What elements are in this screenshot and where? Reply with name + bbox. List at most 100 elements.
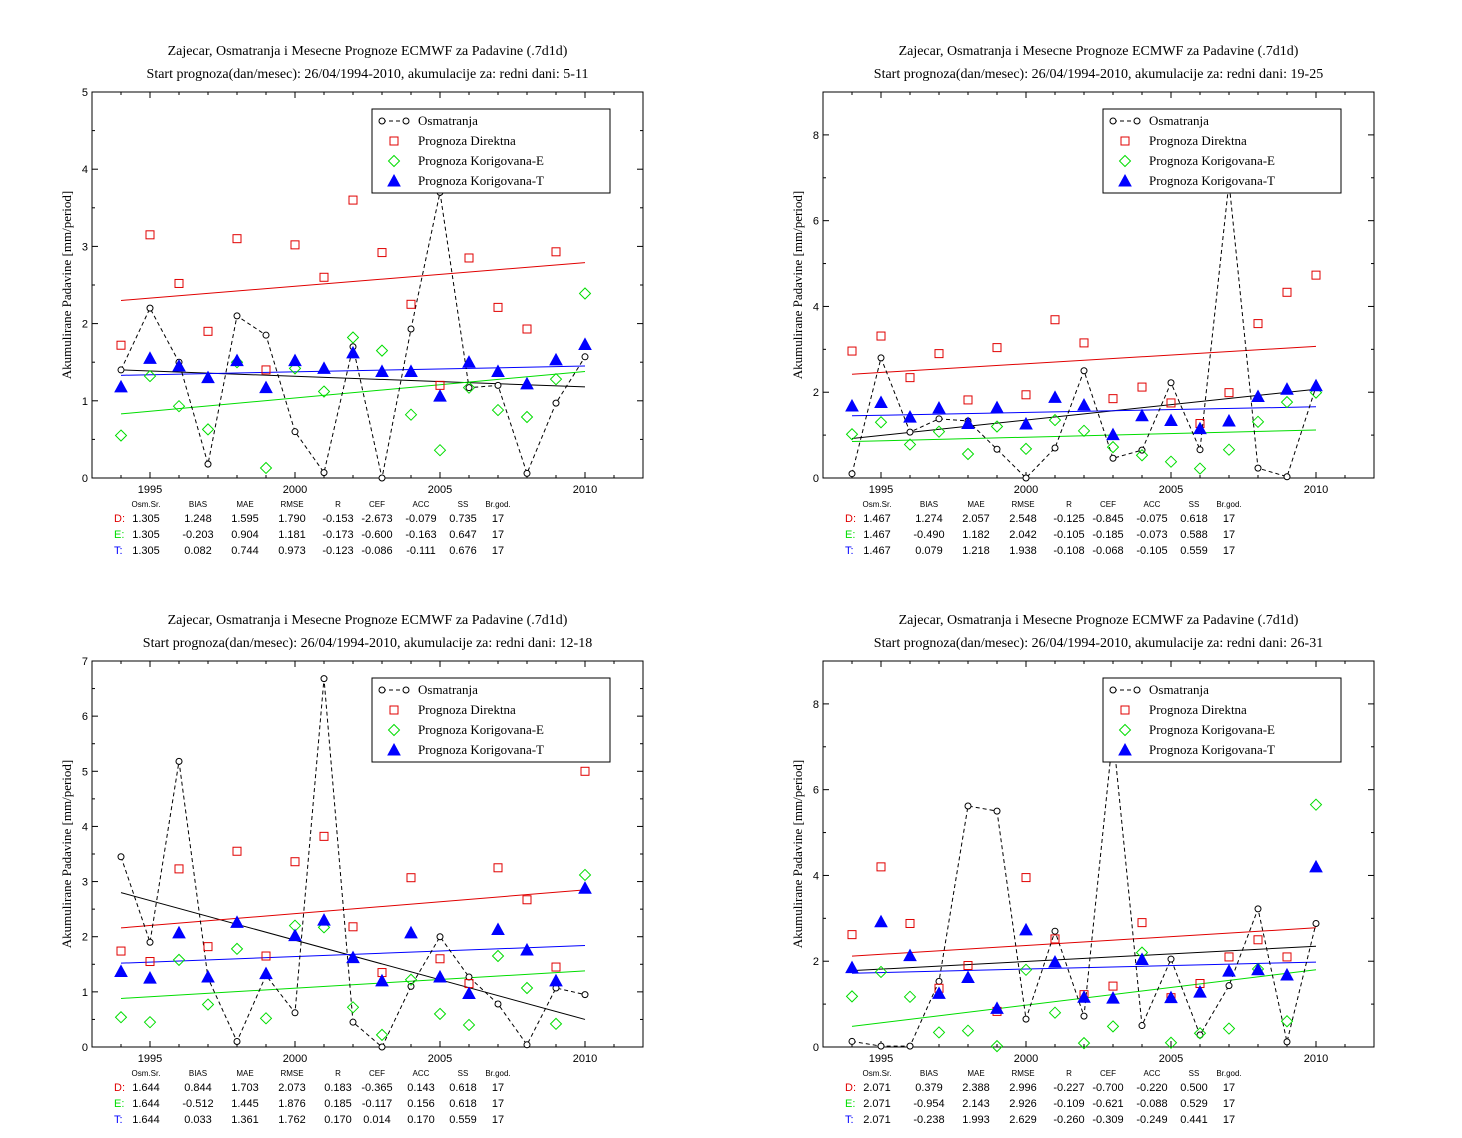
legend: Osmatranja Prognoza Direktna Prognoza Kori…	[1102, 677, 1342, 763]
direct-point	[1021, 873, 1031, 883]
stats-cell: 1.305	[132, 545, 160, 557]
obs-series-line	[120, 192, 586, 479]
x-tick-label: 2005	[428, 484, 452, 496]
stats-cell: -0.153	[322, 513, 353, 525]
corr-e-point	[1280, 395, 1294, 409]
stats-cell: 2.071	[863, 1114, 891, 1126]
chart-title: Zajecar, Osmatranja i Mesecne Prognoze E…	[168, 613, 568, 628]
corr-t-point	[990, 1001, 1004, 1014]
y-tick-label: 8	[813, 699, 819, 711]
stats-cell: 2.996	[1009, 1082, 1037, 1094]
obs-point	[1051, 444, 1059, 452]
corr-e-point	[230, 942, 244, 956]
stats-cell: 2.143	[962, 1098, 990, 1110]
corr-t-point	[172, 925, 186, 939]
stats-cell: 1.595	[231, 513, 259, 525]
direct-trend-line	[120, 889, 586, 929]
stats-row-label: D:	[114, 513, 125, 525]
corrT-series	[845, 378, 1323, 441]
stats-cell: 17	[1223, 529, 1235, 541]
obs-point	[1254, 905, 1262, 913]
chart-title: Zajecar, Osmatranja i Mesecne Prognoze E…	[899, 613, 1299, 628]
corr-e-point	[201, 998, 215, 1011]
direct-point	[174, 278, 184, 288]
stats-cell: -0.954	[913, 1098, 944, 1110]
direct-point	[847, 346, 857, 356]
stats-header: BIAS	[189, 500, 207, 509]
direct-point	[145, 230, 155, 240]
corr-t-point	[1164, 413, 1178, 427]
direct-series	[116, 766, 590, 989]
corr-e-point	[288, 362, 302, 375]
stats-cell: 0.588	[1180, 529, 1208, 541]
stats-header: CEF	[369, 1069, 385, 1078]
corr-e-point	[961, 447, 975, 461]
corr-t-point	[433, 969, 447, 983]
direct-trend-line	[851, 927, 1317, 957]
corr-t-point	[1222, 964, 1236, 977]
stats-cell: 0.735	[449, 513, 477, 525]
corr-e-point	[114, 429, 128, 442]
stats-cell: 1.305	[132, 529, 160, 541]
stats-cell: 0.441	[1180, 1114, 1208, 1126]
obs-point	[993, 807, 1001, 815]
obs-point	[848, 1037, 856, 1045]
corr-e-point	[990, 420, 1004, 433]
direct-point	[1050, 315, 1060, 325]
stats-cell: 0.033	[184, 1114, 212, 1126]
corr-t-point	[520, 376, 534, 390]
y-tick-label: 2	[82, 319, 88, 331]
obs-point	[964, 802, 972, 810]
stats-cell: 17	[1223, 1098, 1235, 1110]
corr-e-point	[1106, 1020, 1120, 1033]
direct-point	[551, 247, 561, 257]
stats-cell: -0.073	[1136, 529, 1167, 541]
obs-point	[1167, 955, 1175, 963]
corr-t-point	[1164, 990, 1178, 1004]
y-tick-label: 2	[813, 956, 819, 968]
stats-cell: 0.185	[324, 1098, 352, 1110]
direct-series	[847, 747, 1321, 1016]
obs-point	[1196, 1031, 1204, 1039]
direct-point	[1050, 934, 1060, 944]
obs-point	[848, 470, 856, 478]
y-tick-label: 1	[82, 987, 88, 999]
corrE-trend-line	[120, 970, 586, 999]
stats-cell: 0.170	[407, 1114, 435, 1126]
direct-point	[145, 957, 155, 967]
direct-point	[1282, 952, 1292, 962]
stats-header: BIAS	[920, 500, 938, 509]
stats-cell: 0.844	[184, 1082, 212, 1094]
corr-e-point	[114, 1011, 128, 1024]
obs-point	[1022, 1015, 1030, 1023]
chart-svg: Zajecar, Osmatranja i Mesecne Prognoze E…	[59, 613, 644, 1126]
stats-header: SS	[458, 500, 469, 509]
obs-point	[1167, 379, 1175, 387]
legend-entry-corrT: Prognoza Korigovana-T	[1149, 742, 1275, 757]
stats-row-label: T:	[845, 1114, 854, 1126]
corr-e-point	[845, 428, 859, 441]
direct-point	[876, 862, 886, 872]
stats-cell: 1.181	[278, 529, 306, 541]
x-tick-label: 1995	[869, 1053, 893, 1065]
corr-e-point	[990, 1039, 1004, 1053]
legend-box	[1102, 677, 1342, 763]
chart-subtitle: Start prognoza(dan/mesec): 26/04/1994-20…	[147, 67, 589, 82]
corr-t-point	[114, 964, 128, 977]
stats-header: SS	[1189, 500, 1200, 509]
stats-header: ACC	[1144, 500, 1161, 509]
corr-t-point	[1193, 421, 1207, 435]
corr-t-point	[1280, 382, 1294, 395]
direct-point	[493, 302, 503, 312]
stats-row-label: T:	[845, 545, 854, 557]
corr-t-point	[259, 380, 273, 394]
stats-cell: 0.079	[915, 545, 943, 557]
corr-e-point	[874, 416, 888, 429]
corr-t-point	[143, 971, 157, 984]
corr-t-point	[172, 359, 186, 372]
stats-table: Osm.Sr. BIAS MAE RMSE R CEF ACC SS Br.god. D: 2.07…	[845, 1069, 1242, 1126]
y-axis-label: Akumulirane Padavine [mm/period]	[790, 760, 805, 948]
direct-point	[1282, 287, 1292, 297]
corr-e-point	[259, 461, 273, 475]
stats-header: ACC	[1144, 1069, 1161, 1078]
